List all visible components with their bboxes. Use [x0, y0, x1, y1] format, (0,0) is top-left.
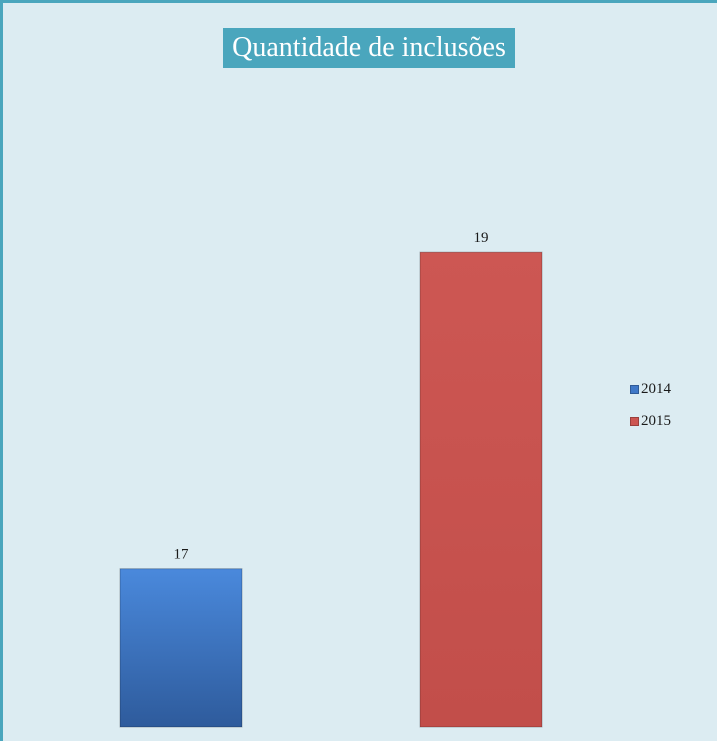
legend: 2014 2015 [630, 379, 671, 443]
data-label-2014: 17 [174, 547, 190, 563]
chart-title: Quantidade de inclusões [223, 28, 515, 68]
legend-swatch-2015 [630, 416, 639, 426]
bar-2015 [419, 251, 543, 728]
legend-label-2015: 2015 [641, 412, 671, 429]
bar-2014 [119, 568, 243, 728]
legend-item-2015: 2015 [630, 411, 671, 431]
data-label-2015: 19 [474, 230, 489, 246]
legend-item-2014: 2014 [630, 379, 671, 399]
legend-swatch-2014 [630, 384, 639, 394]
legend-label-2014: 2014 [641, 380, 671, 397]
